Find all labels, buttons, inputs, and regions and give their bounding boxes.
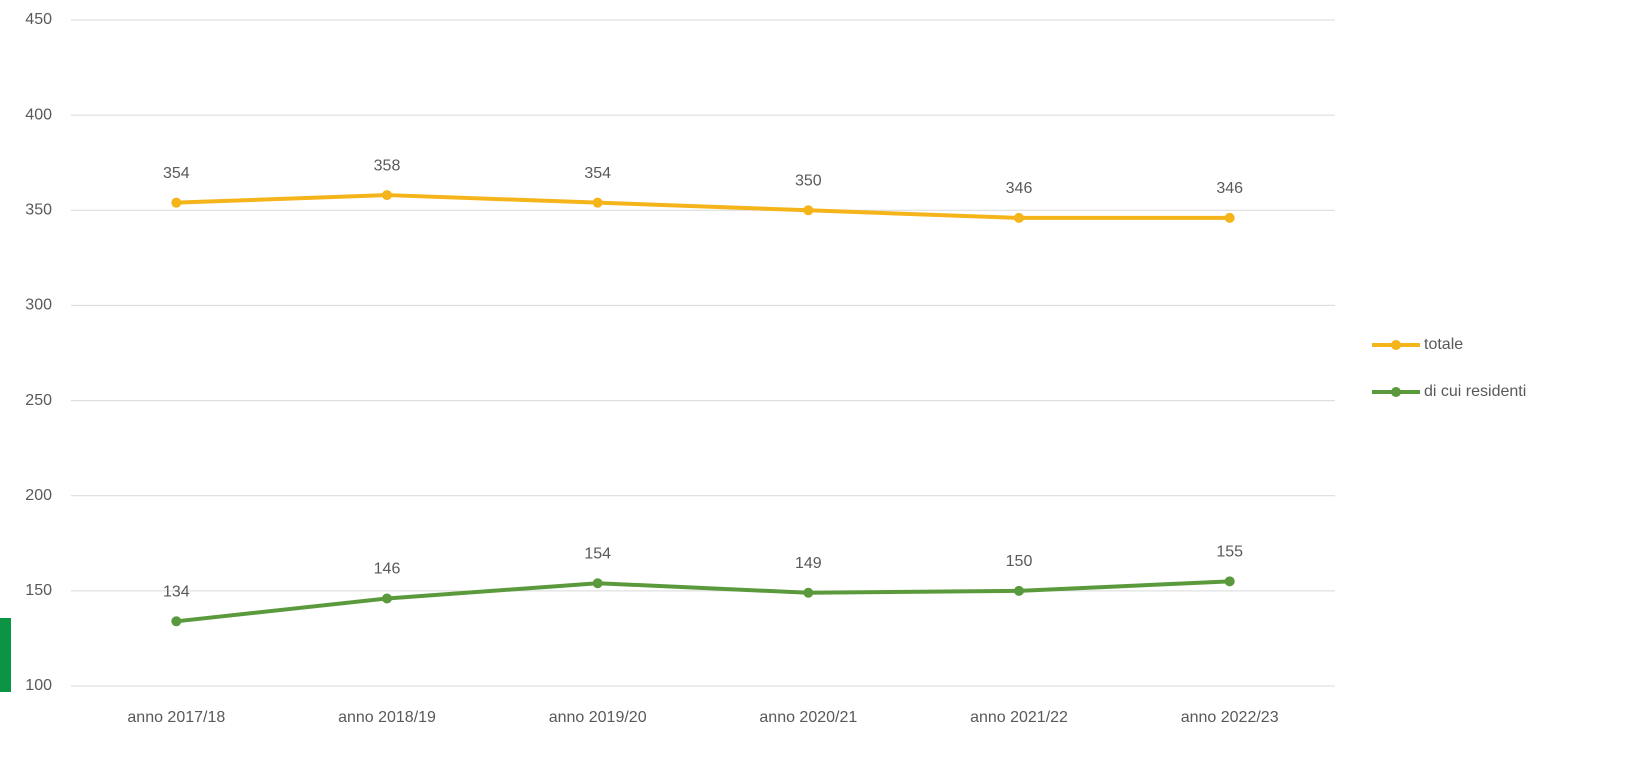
legend-label: totale	[1424, 336, 1463, 353]
data-point	[171, 197, 182, 208]
data-point	[1014, 212, 1024, 223]
data-point	[803, 205, 814, 216]
legend-marker	[1391, 340, 1401, 350]
series-line	[176, 579, 1230, 624]
data-label: 346	[1006, 180, 1033, 197]
y-tick-label: 400	[25, 106, 52, 123]
data-point	[803, 587, 814, 598]
data-point	[592, 578, 603, 589]
data-label: 358	[374, 157, 401, 174]
y-tick-label: 200	[25, 487, 52, 504]
y-tick-label: 350	[25, 202, 52, 219]
data-label: 155	[1216, 544, 1243, 561]
side-accent	[0, 618, 11, 692]
y-tick-label: 250	[25, 392, 52, 409]
legend-label: di cui residenti	[1424, 383, 1526, 400]
data-label: 134	[163, 584, 190, 601]
data-label: 149	[795, 555, 822, 572]
series-line	[176, 193, 1230, 220]
y-tick-label: 100	[25, 677, 52, 694]
data-label: 354	[163, 165, 190, 182]
data-point	[382, 190, 392, 201]
x-tick-label: anno 2020/21	[759, 709, 857, 726]
data-label: 146	[374, 561, 401, 578]
data-point	[1224, 212, 1235, 223]
data-label: 150	[1006, 553, 1033, 570]
x-tick-label: anno 2022/23	[1181, 709, 1279, 726]
x-tick-label: anno 2021/22	[970, 709, 1068, 726]
data-label: 346	[1216, 180, 1243, 197]
data-label: 350	[795, 173, 822, 190]
data-point	[592, 197, 603, 208]
y-tick-label: 300	[25, 297, 52, 314]
data-label: 154	[584, 545, 611, 562]
x-tick-label: anno 2018/19	[338, 709, 436, 726]
data-point	[171, 616, 182, 627]
data-point	[1224, 576, 1235, 587]
y-tick-label: 450	[25, 11, 52, 28]
y-tick-label: 150	[25, 582, 52, 599]
x-tick-label: anno 2017/18	[127, 709, 225, 726]
data-point	[382, 593, 392, 604]
legend-marker	[1391, 387, 1401, 397]
data-point	[1014, 585, 1024, 596]
data-label: 354	[584, 165, 611, 182]
x-tick-label: anno 2019/20	[549, 709, 647, 726]
